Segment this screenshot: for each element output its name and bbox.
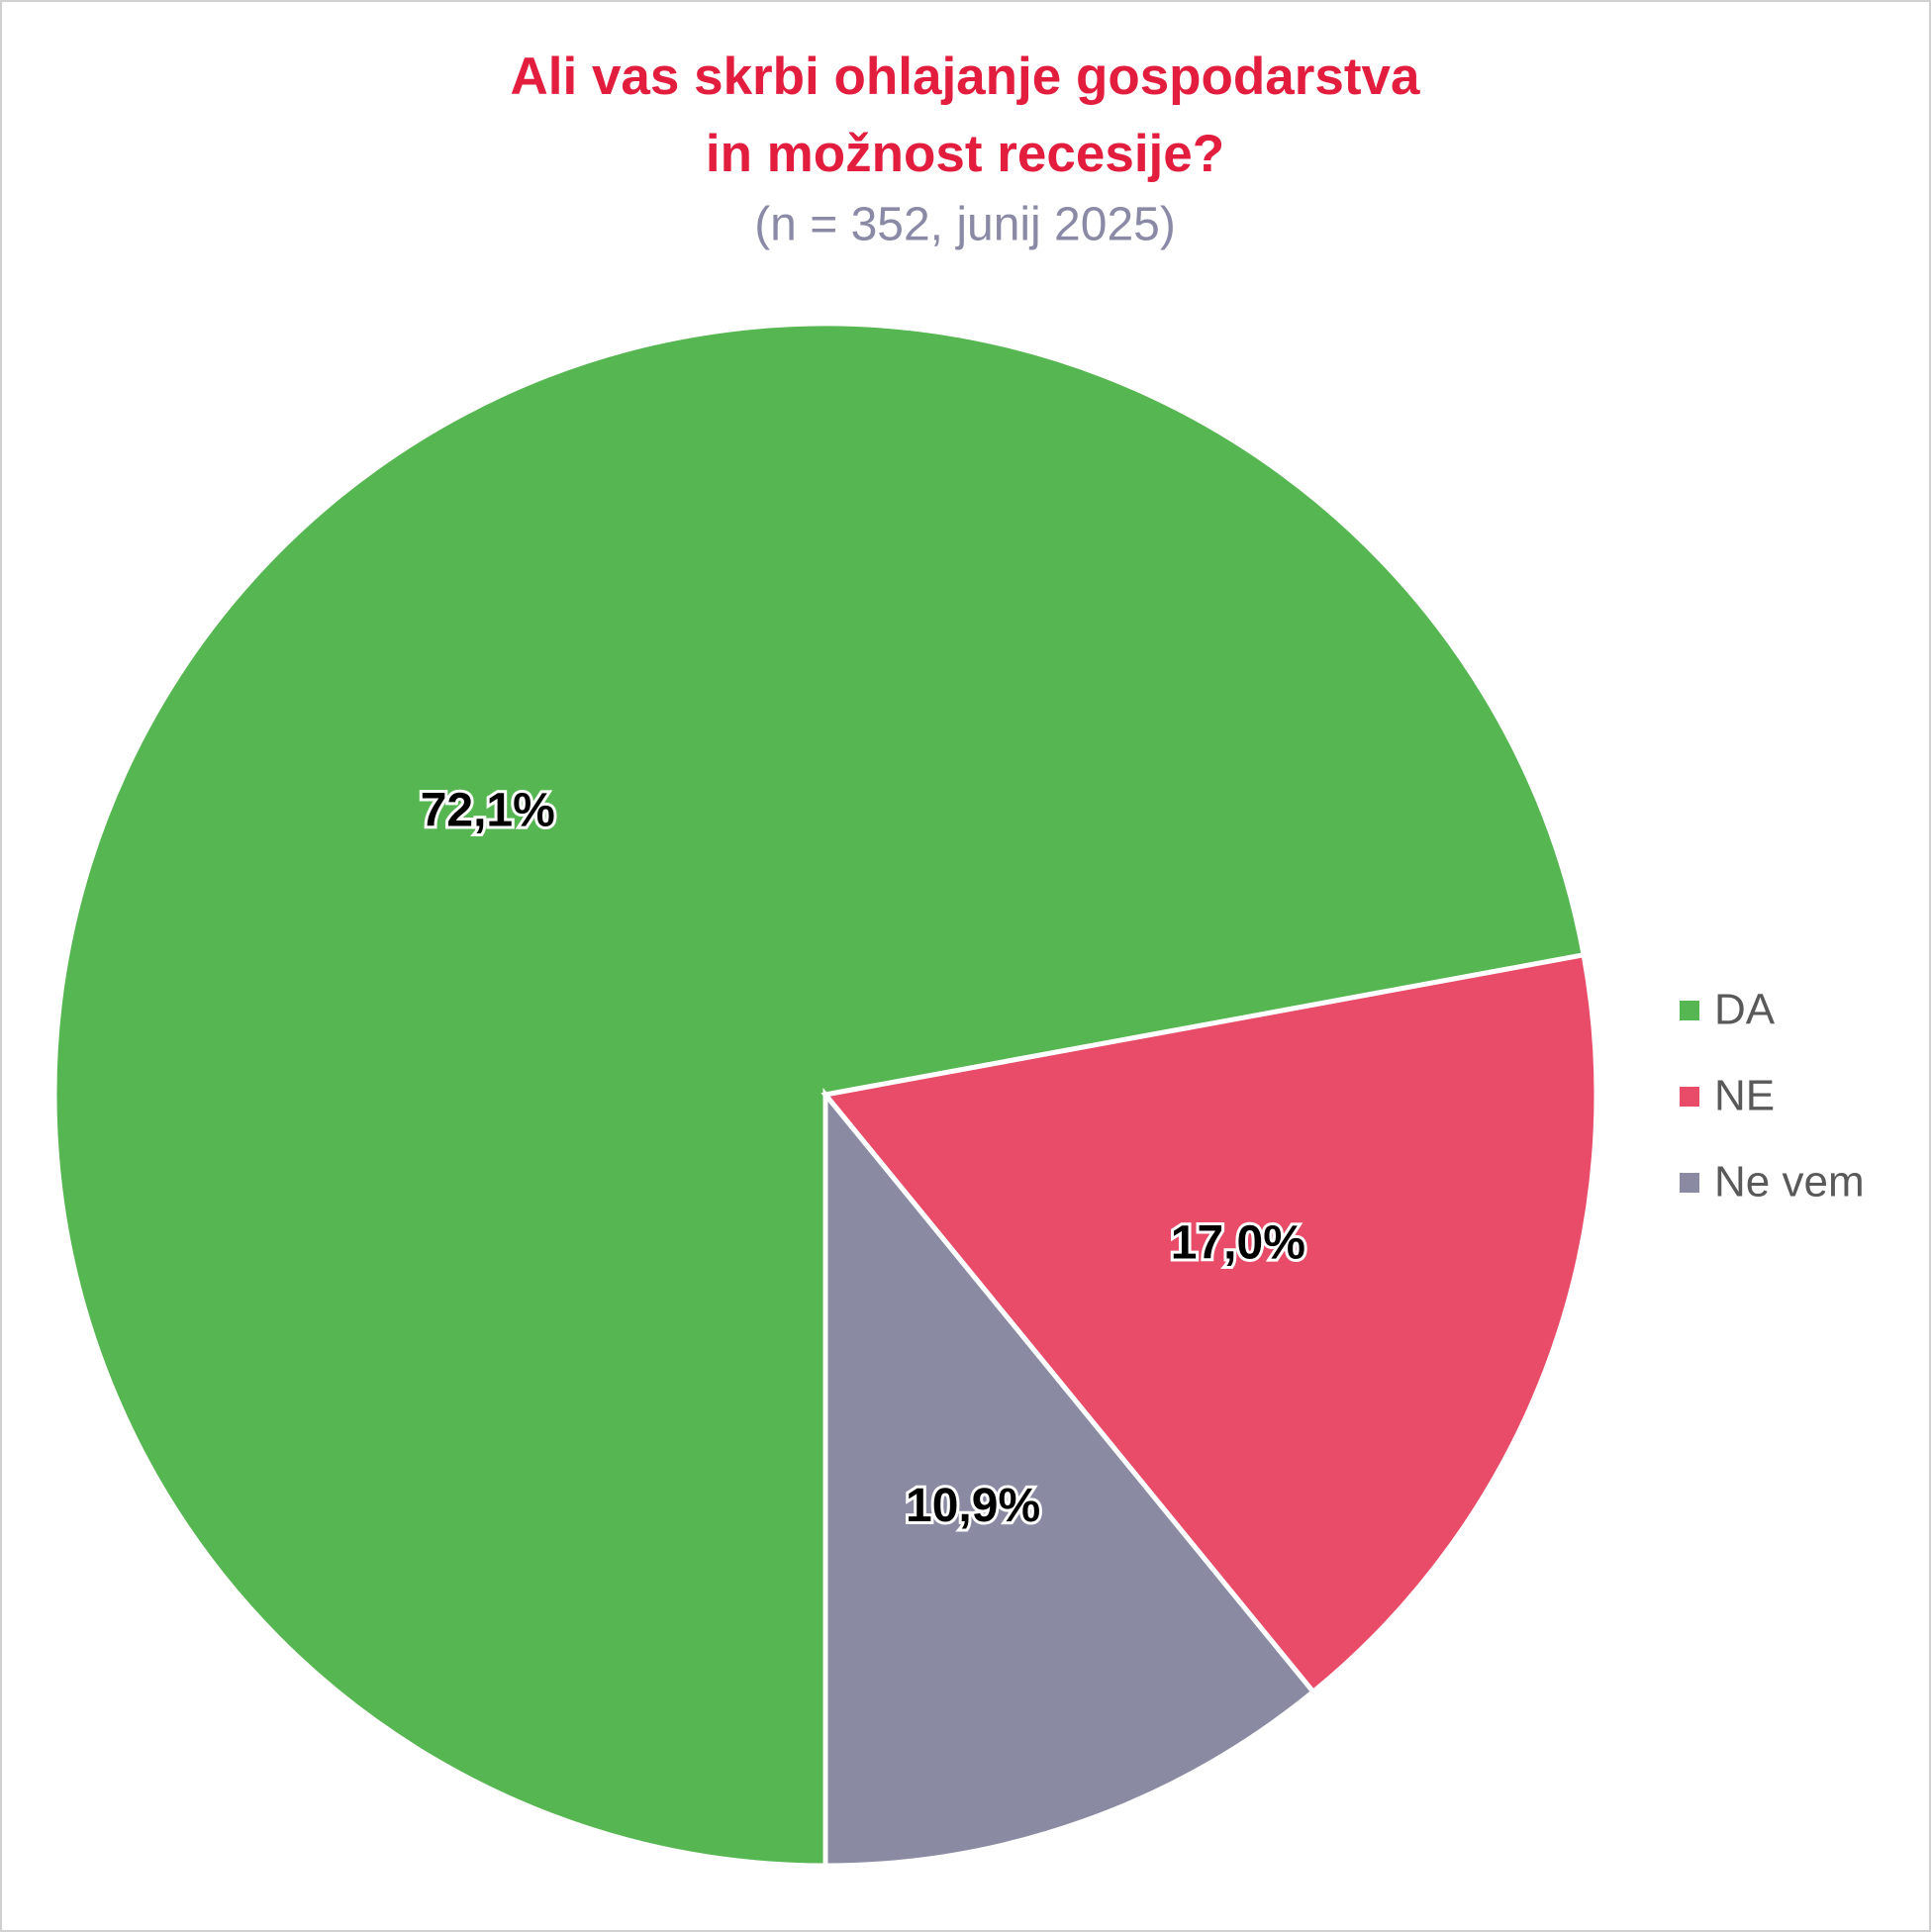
legend-label: NE: [1714, 1072, 1775, 1120]
legend-label: DA: [1714, 986, 1776, 1034]
pie-slice: [822, 1087, 1317, 1869]
data-label: 10,9%: [906, 1480, 1040, 1532]
pie-slice: [51, 321, 1588, 1869]
chart-title: in možnost recesije?: [706, 125, 1224, 183]
legend-swatch: [1680, 1087, 1699, 1107]
legend-swatch: [1680, 1001, 1699, 1020]
data-label: 72,1%: [421, 785, 555, 837]
pie-slice: [821, 951, 1599, 1695]
chart-subtitle: (n = 352, junij 2025): [754, 199, 1176, 251]
legend-swatch: [1680, 1173, 1699, 1193]
data-label: 17,0%: [1171, 1217, 1305, 1270]
chart-title: Ali vas skrbi ohlajanje gospodarstva: [511, 48, 1421, 106]
legend-label: Ne vem: [1714, 1158, 1865, 1207]
